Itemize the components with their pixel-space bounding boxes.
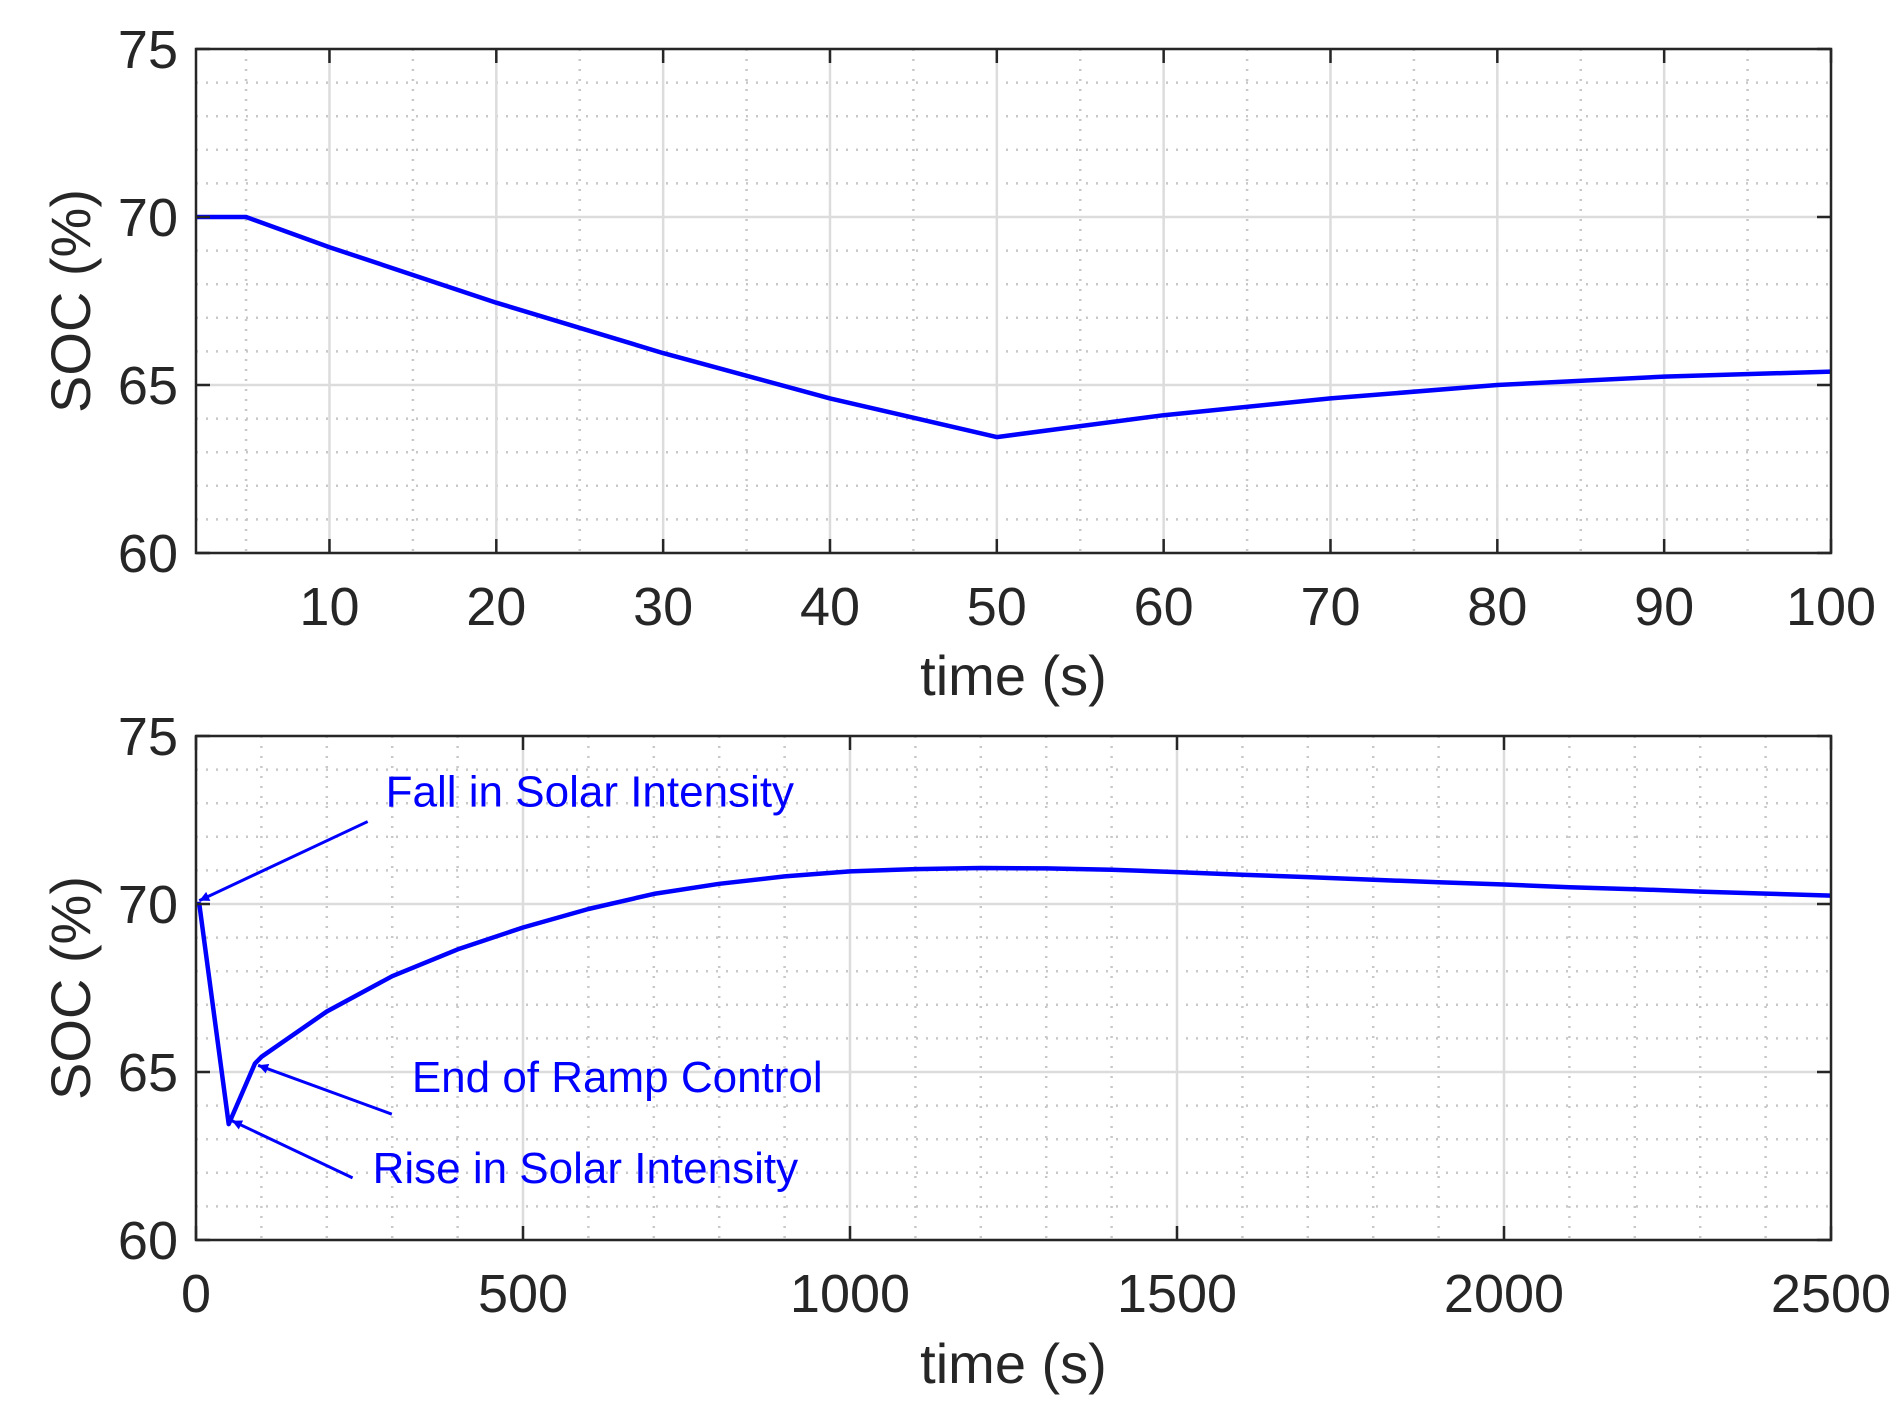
y-tick-label: 75 [118, 707, 178, 767]
soc-series-line [196, 865, 1832, 1127]
y-tick-label: 65 [118, 356, 178, 416]
x-tick-label: 40 [800, 577, 860, 637]
y-axis-label: SOC (%) [39, 189, 102, 413]
x-tick-label: 2000 [1444, 1264, 1564, 1324]
annotation-arrow [257, 1063, 393, 1116]
plot-area [196, 49, 1831, 553]
axes-frame [194, 734, 1833, 1242]
x-tick-label: 20 [466, 577, 526, 637]
x-tick-label: 60 [1134, 577, 1194, 637]
y-tick-label: 75 [118, 20, 178, 80]
y-tick-label: 60 [118, 524, 178, 584]
x-axis-label: time (s) [920, 644, 1107, 707]
x-tick-label: 1500 [1117, 1264, 1237, 1324]
annotation-arrow [231, 1119, 354, 1180]
minor-grid [196, 49, 1831, 553]
top-soc-plot: 10 20 30 40 50 60 70 80 90 100 60 65 70 75 time (s) SOC… [39, 20, 1876, 707]
x-tick-label: 30 [633, 577, 693, 637]
x-tick-label: 70 [1300, 577, 1360, 637]
y-tick-label: 70 [118, 188, 178, 248]
x-tick-label: 2500 [1771, 1264, 1891, 1324]
y-tick-label: 65 [118, 1043, 178, 1103]
y-axis-label: SOC (%) [39, 876, 102, 1100]
x-tick-label: 50 [967, 577, 1027, 637]
x-tick-label: 10 [299, 577, 359, 637]
annotation-label: End of Ramp Control [412, 1053, 823, 1102]
x-axis-label: time (s) [920, 1332, 1107, 1395]
bottom-soc-plot: 0 500 1000 1500 2000 2500 60 65 70 75 time (s) SOC … [39, 707, 1891, 1395]
x-tick-label: 100 [1786, 577, 1876, 637]
axes-frame [194, 47, 1833, 555]
x-tick-label: 90 [1634, 577, 1694, 637]
x-tick-label: 500 [478, 1264, 568, 1324]
soc-series-line [196, 214, 1832, 440]
annotation-label: Rise in Solar Intensity [373, 1144, 799, 1193]
x-tick-label: 1000 [790, 1264, 910, 1324]
annotation-label: Fall in Solar Intensity [386, 768, 794, 817]
x-tick-label: 80 [1467, 577, 1527, 637]
minor-grid [196, 736, 1831, 1240]
plot-area [196, 736, 1831, 1240]
x-tick-label: 0 [181, 1264, 211, 1324]
annotation-arrow [198, 820, 369, 902]
y-tick-label: 60 [118, 1211, 178, 1271]
y-tick-label: 70 [118, 875, 178, 935]
